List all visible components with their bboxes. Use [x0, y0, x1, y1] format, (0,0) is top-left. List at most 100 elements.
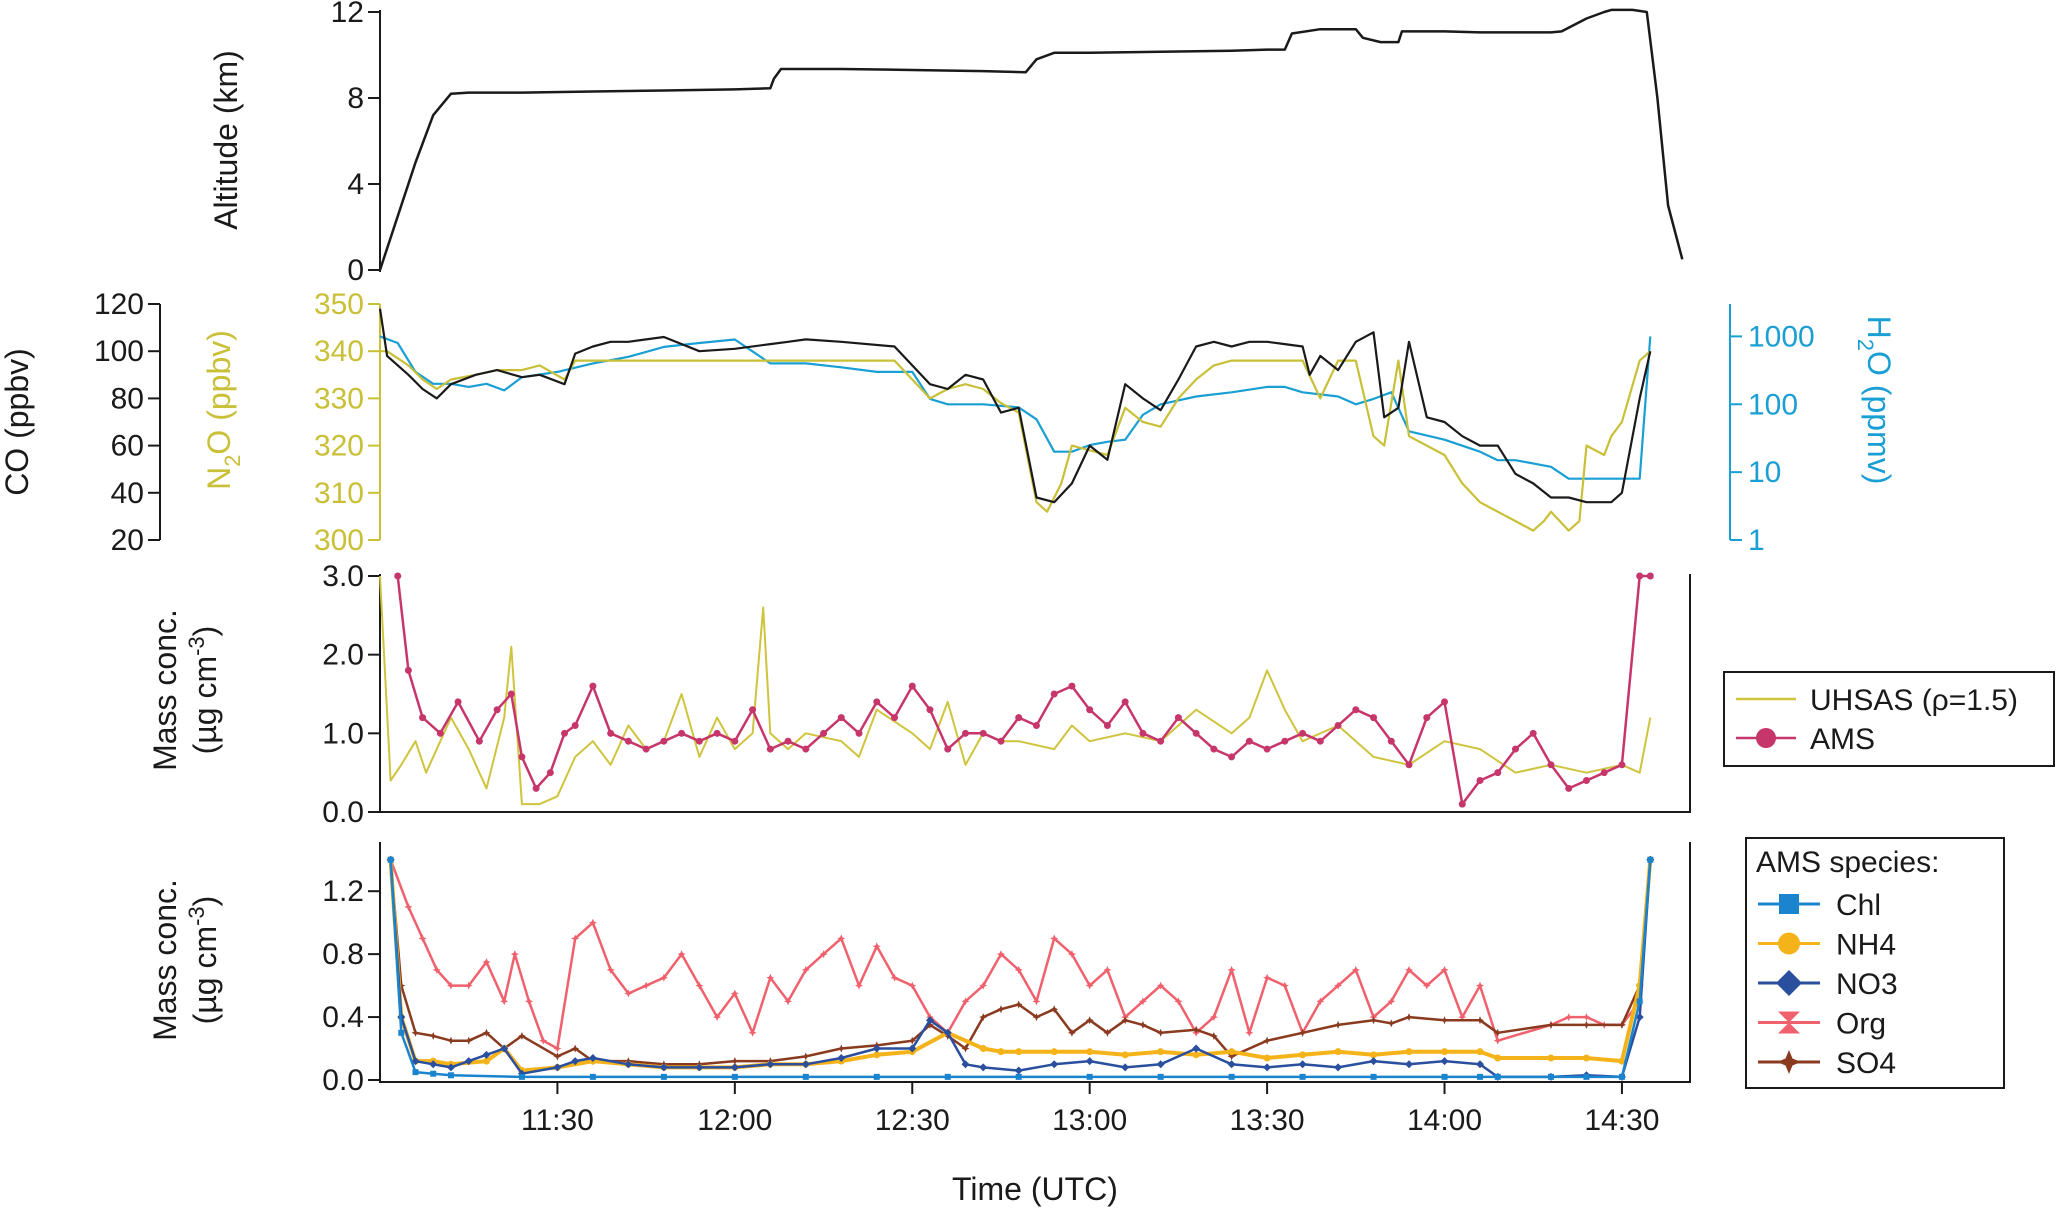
- org-point: [446, 981, 455, 990]
- ams-point: [475, 737, 483, 745]
- nh4-point: [1050, 1048, 1058, 1056]
- ams-point: [1316, 737, 1324, 745]
- x-tick-label: 14:00: [1407, 1104, 1482, 1137]
- chl-point: [1547, 1073, 1554, 1080]
- org-point: [1440, 965, 1449, 974]
- chl-point: [802, 1073, 809, 1080]
- no3-point: [1298, 1060, 1307, 1069]
- so4-point: [979, 1013, 988, 1022]
- ams-point: [532, 784, 540, 792]
- legend-no3-label: NO3: [1836, 968, 1898, 1001]
- org-point: [525, 997, 534, 1006]
- x-axis-label: Time (UTC): [952, 1171, 1118, 1207]
- h2o-y-tick-label: 1000: [1748, 320, 1815, 353]
- no3-point: [1476, 1060, 1484, 1069]
- ams-point: [802, 745, 810, 753]
- panel-trace-gases: 20 40 60 80 100 120 300 310 320 330 340 350 1 10 100 10…: [0, 288, 1897, 557]
- ams-point: [1405, 761, 1413, 769]
- ams-point: [713, 729, 721, 737]
- x-tick-label: 14:30: [1584, 1104, 1659, 1137]
- org-point: [588, 918, 597, 927]
- mass-y-tick-label: 0.0: [322, 796, 364, 829]
- ams-point: [1646, 572, 1654, 580]
- ams-point: [1370, 714, 1378, 722]
- no3-point: [961, 1060, 970, 1069]
- ams-point: [1441, 698, 1449, 706]
- n2o-y-tick-label: 340: [314, 335, 364, 368]
- org-point: [1351, 965, 1360, 974]
- ams-point: [660, 737, 668, 745]
- ams-point: [1192, 729, 1200, 737]
- no3-point: [730, 1063, 739, 1072]
- ams-point: [607, 729, 615, 737]
- no3-point: [659, 1063, 668, 1072]
- no3-point: [429, 1060, 438, 1069]
- org-point: [624, 989, 633, 998]
- no3-point: [837, 1053, 846, 1062]
- org-point: [464, 981, 473, 990]
- org-point: [1387, 997, 1396, 1006]
- mass-axis-label-line2: (µg cm-3): [184, 626, 223, 755]
- mass-y-tick-label: 3.0: [322, 560, 364, 593]
- ams-point: [1174, 714, 1182, 722]
- so4-point: [1546, 1020, 1555, 1029]
- ams-point: [1618, 761, 1626, 769]
- chl-point: [412, 1069, 419, 1076]
- org-point: [872, 942, 881, 951]
- so4-point: [1067, 1028, 1076, 1037]
- co-y-tick-label: 40: [111, 477, 144, 510]
- legend-species-frame: [1745, 837, 2005, 1089]
- org-point: [837, 934, 846, 943]
- ams-point: [926, 706, 934, 714]
- no3-point: [766, 1060, 775, 1069]
- org-point: [510, 950, 519, 959]
- n2o-y-tick-label: 350: [314, 288, 364, 321]
- legend-panel3-frame: [1723, 671, 2055, 767]
- org-point: [1103, 965, 1112, 974]
- org-point: [748, 1028, 757, 1037]
- ams-point: [997, 737, 1005, 745]
- so4-point: [1493, 1028, 1502, 1037]
- so4-point: [1298, 1028, 1307, 1037]
- chl-point: [873, 1073, 880, 1080]
- altitude-y-tick-label: 12: [331, 0, 364, 29]
- so4-point: [482, 1028, 491, 1037]
- org-point: [908, 981, 917, 990]
- ams-point: [820, 729, 828, 737]
- ams-point: [1245, 737, 1253, 745]
- legend-so4-marker: [1777, 1050, 1801, 1074]
- nh4-point: [1441, 1048, 1449, 1056]
- nh4-point: [1299, 1051, 1307, 1059]
- so4-point: [1440, 1016, 1449, 1025]
- org-point: [539, 1036, 548, 1045]
- ams-point: [1636, 572, 1644, 580]
- no3-point: [553, 1063, 562, 1072]
- nh4-point: [1086, 1048, 1094, 1056]
- org-point: [1476, 981, 1484, 990]
- legend-so4-label: SO4: [1836, 1047, 1896, 1080]
- ams-point: [518, 753, 526, 761]
- no3-point: [1334, 1063, 1343, 1072]
- org-point: [730, 989, 739, 998]
- no3-point: [464, 1057, 473, 1066]
- x-tick-label: 12:30: [875, 1104, 950, 1137]
- org-point: [500, 997, 509, 1006]
- panel4-frame: [379, 842, 1691, 1083]
- so4-point: [1050, 1005, 1059, 1014]
- no3-point: [1263, 1063, 1272, 1072]
- org-point: [801, 965, 810, 974]
- so4-point: [1138, 1020, 1147, 1029]
- legend-ams-label: AMS: [1810, 723, 1875, 756]
- no3-line: [389, 859, 1652, 1079]
- ams-point: [908, 682, 916, 690]
- org-point: [677, 950, 686, 959]
- chl-point: [1299, 1073, 1306, 1080]
- nh4-point: [1228, 1048, 1236, 1056]
- ams-point: [404, 666, 412, 674]
- no3-point: [1014, 1066, 1023, 1075]
- n2o-line: [380, 350, 1652, 532]
- so4-point: [1085, 1016, 1094, 1025]
- ams-point: [944, 745, 952, 753]
- no3-point: [695, 1063, 704, 1072]
- chl-point: [387, 856, 394, 863]
